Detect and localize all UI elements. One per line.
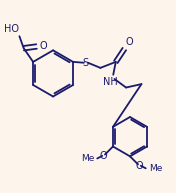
- Text: S: S: [83, 58, 89, 68]
- Text: NH: NH: [103, 77, 118, 87]
- Text: O: O: [136, 161, 143, 171]
- Text: Me: Me: [149, 164, 162, 173]
- Text: O: O: [125, 37, 133, 47]
- Text: HO: HO: [4, 24, 18, 34]
- Text: Me: Me: [81, 154, 94, 163]
- Text: O: O: [100, 151, 107, 161]
- Text: O: O: [39, 41, 47, 51]
